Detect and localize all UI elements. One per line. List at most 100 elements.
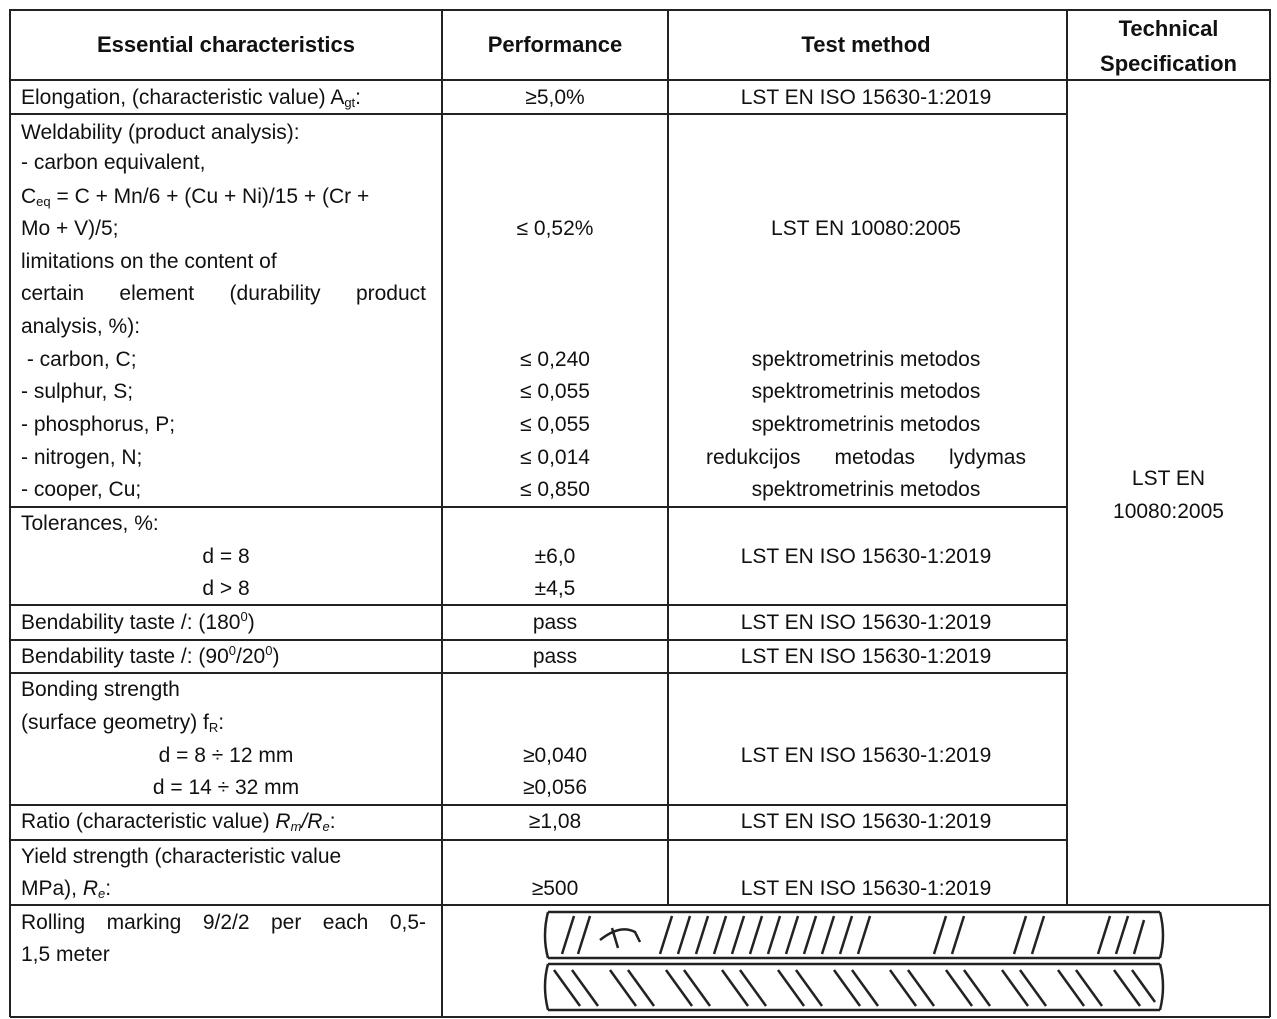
characteristic: certain element (durability product bbox=[21, 282, 426, 305]
characteristic: limitations on the content of bbox=[21, 250, 277, 273]
test-method: LST EN ISO 15630-1:2019 bbox=[740, 810, 992, 833]
border bbox=[10, 604, 1067, 606]
characteristic: d > 8 bbox=[202, 577, 250, 600]
performance: pass bbox=[532, 645, 578, 668]
performance: ≥5,0% bbox=[525, 86, 585, 109]
text: Ratio (characteristic value) bbox=[21, 810, 276, 833]
header-cell: Technical bbox=[1118, 16, 1219, 41]
test-method: redukcijos metodas lydymas bbox=[706, 446, 1026, 469]
test-method: LST EN ISO 15630-1:2019 bbox=[740, 611, 992, 634]
performance: ≤ 0,52% bbox=[516, 217, 594, 240]
header-cell: Performance bbox=[487, 32, 623, 57]
performance: ±6,0 bbox=[534, 545, 576, 568]
border bbox=[10, 839, 1067, 841]
performance: ≤ 0,055 bbox=[520, 380, 590, 403]
text: Bendability taste /: (90 bbox=[21, 645, 229, 668]
characteristic: - sulphur, S; bbox=[21, 380, 134, 403]
characteristic: Weldability (product analysis): bbox=[21, 121, 300, 144]
spec-cell: LST EN bbox=[1131, 467, 1206, 490]
superscript: 0 bbox=[265, 643, 273, 658]
text: : bbox=[105, 877, 112, 900]
rebar-sketch bbox=[543, 910, 1165, 1012]
performance: pass bbox=[532, 611, 578, 634]
header-cell: Specification bbox=[1100, 51, 1237, 76]
text: : bbox=[218, 711, 225, 734]
characteristic: (surface geometry) fR: bbox=[21, 707, 224, 739]
characteristic: d = 8 ÷ 12 mm bbox=[158, 744, 294, 767]
border bbox=[10, 804, 1067, 806]
test-method: LST EN ISO 15630-1:2019 bbox=[740, 645, 992, 668]
performance: ≥1,08 bbox=[528, 810, 582, 833]
performance: ≥0,040 bbox=[522, 744, 588, 767]
characteristic: - cooper, Cu; bbox=[21, 478, 142, 501]
border bbox=[10, 506, 1067, 508]
text: : bbox=[355, 86, 362, 109]
border bbox=[10, 639, 1067, 641]
characteristic: Mo + V)/5; bbox=[21, 217, 119, 240]
characteristic: Ceq = C + Mn/6 + (Cu + Ni)/15 + (Cr + bbox=[21, 181, 369, 213]
performance: ≤ 0,014 bbox=[520, 446, 590, 469]
characteristic: - phosphorus, P; bbox=[21, 413, 176, 436]
text: ) bbox=[272, 645, 280, 668]
text: Elongation, (characteristic value) A bbox=[21, 86, 345, 109]
superscript: 0 bbox=[228, 643, 237, 658]
characteristic: - carbon equivalent, bbox=[21, 151, 206, 174]
subscript: e bbox=[98, 886, 105, 901]
test-method: spektrometrinis metodos bbox=[751, 380, 981, 403]
characteristic: Yield strength (characteristic value bbox=[21, 845, 342, 868]
symbol: R bbox=[307, 810, 323, 833]
test-method: spektrometrinis metodos bbox=[751, 348, 981, 371]
test-method: LST EN ISO 15630-1:2019 bbox=[740, 877, 992, 900]
text: ) bbox=[247, 611, 255, 634]
symbol: e bbox=[98, 886, 106, 901]
characteristic: 1,5 meter bbox=[21, 943, 110, 966]
characteristic: d = 14 ÷ 32 mm bbox=[152, 776, 300, 799]
superscript: 0 bbox=[240, 609, 248, 624]
border bbox=[9, 9, 11, 1017]
characteristic: Ratio (characteristic value) Rm/Re: bbox=[21, 806, 336, 838]
subscript: gt bbox=[344, 95, 356, 110]
subscript: eq bbox=[36, 194, 51, 209]
subscript: R bbox=[208, 720, 219, 735]
performance: ±4,5 bbox=[534, 577, 576, 600]
border bbox=[10, 1016, 1270, 1018]
characteristic: Rolling marking 9/2/2 per each 0,5- bbox=[21, 911, 426, 934]
text: /20 bbox=[236, 645, 266, 668]
performance: ≤ 0,240 bbox=[520, 348, 590, 371]
test-method: LST EN ISO 15630-1:2019 bbox=[740, 545, 992, 568]
test-method: LST EN ISO 15630-1:2019 bbox=[740, 86, 992, 109]
border bbox=[10, 113, 1067, 115]
spec-cell: 10080:2005 bbox=[1113, 500, 1224, 523]
symbol: m bbox=[290, 819, 302, 834]
border bbox=[1066, 9, 1068, 905]
performance: ≥0,056 bbox=[522, 776, 588, 799]
characteristic: Bendability taste /: (1800) bbox=[21, 607, 255, 639]
performance: ≥500 bbox=[531, 877, 579, 900]
border bbox=[10, 9, 1270, 11]
test-method: spektrometrinis metodos bbox=[751, 478, 981, 501]
header-cell: Test method bbox=[801, 32, 931, 57]
text: C bbox=[21, 185, 37, 208]
text: (surface geometry) f bbox=[21, 711, 209, 734]
performance: ≤ 0,055 bbox=[520, 413, 590, 436]
border bbox=[441, 9, 443, 1017]
characteristic: Elongation, (characteristic value) Agt: bbox=[21, 82, 361, 114]
characteristic: Bonding strength bbox=[21, 678, 180, 701]
characteristic: - carbon, C; bbox=[21, 348, 137, 371]
symbol: e bbox=[322, 819, 330, 834]
text: : bbox=[329, 810, 336, 833]
border bbox=[10, 672, 1067, 674]
text: = C + Mn/6 + (Cu + Ni)/15 + (Cr + bbox=[50, 185, 370, 208]
characteristic: MPa), Re: bbox=[21, 873, 111, 905]
characteristic: Bendability taste /: (900/200) bbox=[21, 641, 279, 673]
subscript: m bbox=[291, 819, 302, 834]
border bbox=[1269, 9, 1271, 1017]
symbol: / bbox=[301, 810, 308, 833]
header-cell: Essential characteristics bbox=[96, 32, 356, 57]
test-method: LST EN 10080:2005 bbox=[771, 217, 961, 240]
border bbox=[10, 904, 1270, 906]
characteristic: - nitrogen, N; bbox=[21, 446, 143, 469]
text: Bendability taste /: (180 bbox=[21, 611, 241, 634]
test-method: spektrometrinis metodos bbox=[751, 413, 981, 436]
